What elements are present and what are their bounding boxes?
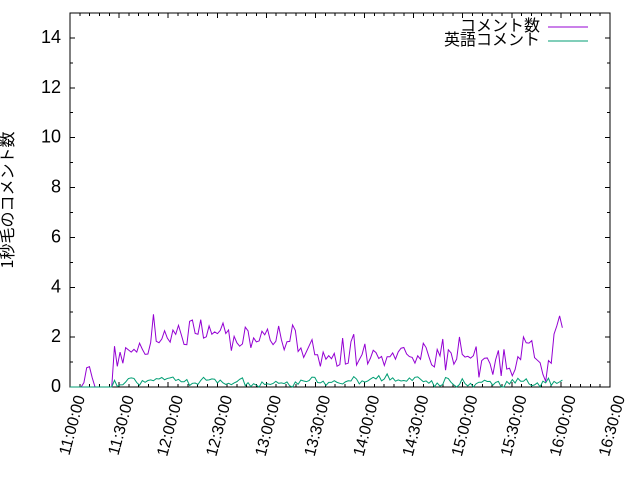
- svg-text:12:30:00: 12:30:00: [204, 394, 237, 459]
- svg-text:16:30:00: 16:30:00: [596, 394, 629, 459]
- svg-text:4: 4: [51, 276, 61, 296]
- svg-text:10: 10: [41, 127, 61, 147]
- svg-text:14: 14: [41, 27, 61, 47]
- svg-text:11:30:00: 11:30:00: [106, 394, 138, 458]
- svg-text:13:00:00: 13:00:00: [253, 394, 286, 459]
- svg-text:12:00:00: 12:00:00: [155, 394, 188, 459]
- svg-text:英語コメント: 英語コメント: [444, 26, 540, 50]
- svg-text:15:00:00: 15:00:00: [449, 394, 482, 459]
- svg-text:0: 0: [51, 376, 61, 396]
- svg-text:15:30:00: 15:30:00: [498, 394, 531, 459]
- svg-text:16:00:00: 16:00:00: [547, 394, 580, 459]
- svg-text:11:00:00: 11:00:00: [57, 394, 89, 458]
- svg-text:14:30:00: 14:30:00: [400, 394, 433, 459]
- svg-text:2: 2: [51, 326, 61, 346]
- svg-text:14:00:00: 14:00:00: [351, 394, 384, 459]
- svg-text:1秒毛のコメント数: 1秒毛のコメント数: [0, 132, 18, 269]
- svg-text:13:30:00: 13:30:00: [302, 394, 335, 459]
- svg-text:12: 12: [41, 77, 61, 97]
- svg-text:6: 6: [51, 226, 61, 246]
- svg-text:8: 8: [51, 177, 61, 197]
